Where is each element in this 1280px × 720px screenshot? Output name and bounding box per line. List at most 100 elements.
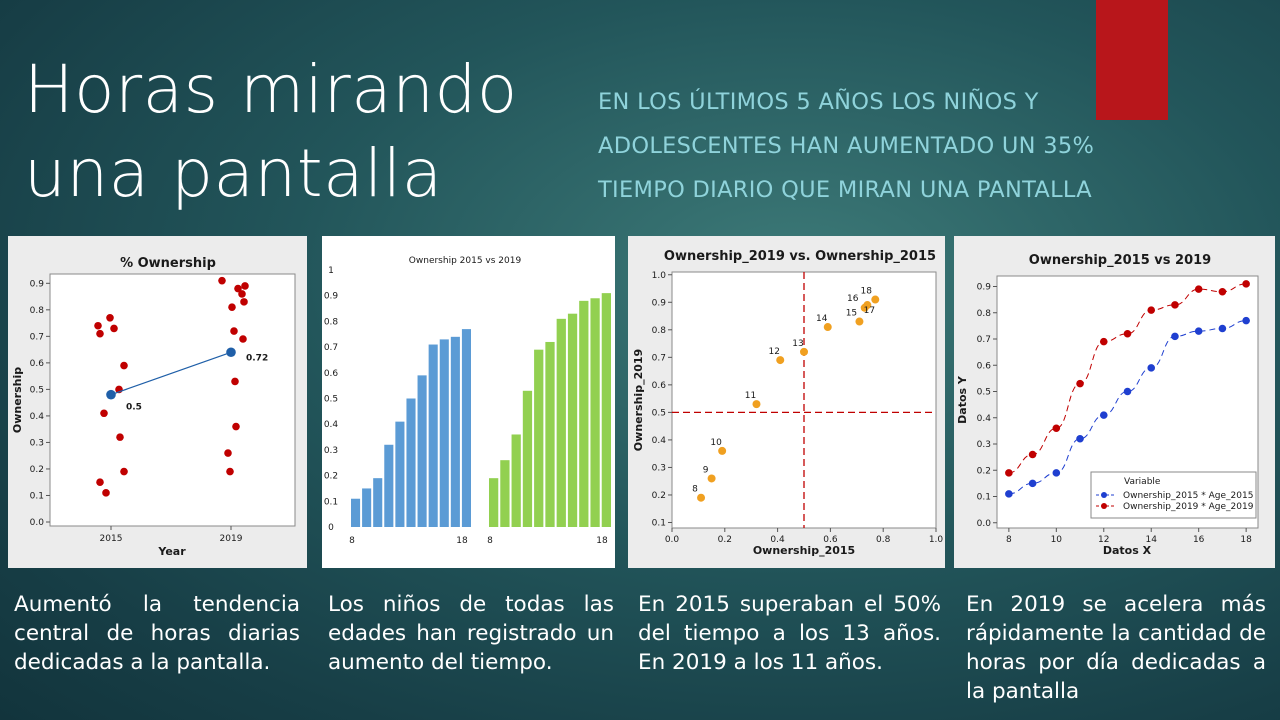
series-point-0 <box>1028 479 1037 488</box>
data-point-2019 <box>224 449 232 457</box>
y-tick-label: 0.7 <box>30 332 44 342</box>
bar-2019 <box>590 298 600 527</box>
bar-2015 <box>384 444 394 527</box>
y-tick-label: 0.2 <box>324 472 338 482</box>
y-tick-label: 0.2 <box>652 491 666 501</box>
caption-4: En 2019 se acelera más rápidamente la ca… <box>966 590 1266 706</box>
y-tick-label: 0.5 <box>652 408 666 418</box>
x-tick-label: 0.0 <box>665 535 680 545</box>
caption-4-text: En 2019 se acelera más rápidamente la ca… <box>966 592 1266 704</box>
bar-2019 <box>500 460 510 527</box>
series-point-1 <box>1005 469 1013 477</box>
series-point-0 <box>1076 434 1084 443</box>
data-point-2015 <box>116 433 124 441</box>
point-label: 12 <box>769 347 780 357</box>
data-point-2015 <box>100 409 108 418</box>
data-point-2019 <box>241 282 249 290</box>
x-tick-label: 8 <box>349 536 355 546</box>
caption-2: Los niños de todas las edades han regist… <box>328 590 614 677</box>
y-tick-label: 0.4 <box>324 420 339 430</box>
chart-ownership-lines: Ownership_2015 vs 2019 0.0 0.1 0.2 0.3 0.4 0.5… <box>954 236 1275 568</box>
x-tick-label: 18 <box>456 536 468 546</box>
series-point-1 <box>1052 424 1061 433</box>
subtitle-line-1: EN LOS ÚLTIMOS 5 AÑOS LOS NIÑOS Y <box>598 89 1039 115</box>
y-tick-label: 0.7 <box>977 335 991 345</box>
y-tick-label: 0.8 <box>652 326 667 336</box>
point-label: 11 <box>745 391 756 401</box>
data-point-2015 <box>96 478 104 487</box>
y-tick-label: 0.5 <box>30 385 44 395</box>
series-line-0 <box>1008 320 1247 495</box>
legend-title: Variable <box>1124 477 1161 487</box>
mean-connect-line <box>110 351 232 396</box>
y-tick-label: 0.4 <box>30 412 45 422</box>
legend-marker <box>1101 492 1107 498</box>
mean-label: 0.72 <box>246 353 268 363</box>
legend-marker <box>1101 503 1107 509</box>
x-tick-label: 8 <box>487 536 493 546</box>
bar-2015 <box>351 498 361 527</box>
y-tick-label: 0.3 <box>324 446 338 456</box>
series-point-0 <box>1194 327 1203 335</box>
x-tick-label: 2019 <box>220 534 243 544</box>
chart-title: Ownership_2019 vs. Ownership_2015 <box>664 249 936 264</box>
series-point-1 <box>1123 329 1132 338</box>
subtitle-line-3: TIEMPO DIARIO QUE MIRAN UNA PANTALLA <box>598 177 1092 203</box>
chart-ownership-scatter: Ownership_2019 vs. Ownership_2015 0.1 0.2 0… <box>628 236 945 568</box>
series-point-1 <box>1147 306 1156 314</box>
bar-2019 <box>545 341 555 527</box>
data-point <box>871 295 880 304</box>
point-label: 18 <box>861 287 873 297</box>
data-point <box>718 446 727 455</box>
chart-ownership-by-year: % Ownership 0.0 0.1 0.2 0.3 0.4 0.5 0.6 0.7 0.8 0.… <box>8 236 307 568</box>
data-point-2019 <box>232 422 240 431</box>
y-tick-label: 0.6 <box>652 381 667 391</box>
series-point-1 <box>1076 379 1084 388</box>
series-point-1 <box>1218 287 1227 296</box>
data-point-2015 <box>102 489 110 497</box>
data-point-2015 <box>120 467 128 476</box>
data-point <box>697 493 706 502</box>
y-tick-label: 0.5 <box>977 388 991 398</box>
bar-2015 <box>362 488 372 527</box>
legend-label: Ownership_2019 * Age_2019 <box>1123 502 1254 512</box>
x-axis-label: Year <box>157 545 186 558</box>
point-label: 17 <box>864 306 875 316</box>
accent-bar <box>1096 0 1168 120</box>
y-tick-label: 1.0 <box>652 271 667 281</box>
y-tick-label: 0.2 <box>977 466 991 476</box>
chart-title: % Ownership <box>120 256 216 271</box>
y-tick-label: 0.1 <box>324 497 338 507</box>
y-tick-label: 0.4 <box>652 436 667 446</box>
y-tick-label: 0.8 <box>977 309 992 319</box>
x-tick-label: 8 <box>1006 535 1012 545</box>
bar-2019 <box>511 434 521 527</box>
slide-subtitle: EN LOS ÚLTIMOS 5 AÑOS LOS NIÑOS Y ADOLES… <box>598 80 1198 212</box>
bar-2015 <box>439 339 449 527</box>
data-point <box>823 323 832 332</box>
data-point <box>863 301 872 310</box>
x-tick-label: 0.2 <box>718 535 732 545</box>
series-point-0 <box>1005 490 1013 498</box>
data-point <box>855 317 864 326</box>
data-point <box>800 347 808 356</box>
bar-2015 <box>373 478 383 527</box>
point-label: 14 <box>816 314 828 324</box>
subtitle-line-2: ADOLESCENTES HAN AUMENTADO UN 35% <box>598 133 1095 159</box>
x-tick-label: 12 <box>1098 535 1109 545</box>
caption-3-text: En 2015 superaban el 50% del tiempo a lo… <box>638 592 941 675</box>
y-tick-label: 0.9 <box>30 279 45 289</box>
series-line-1 <box>1008 283 1247 474</box>
data-point <box>776 356 785 365</box>
y-tick-label: 0.9 <box>652 298 667 308</box>
series-point-1 <box>1171 301 1179 309</box>
data-point-2015 <box>120 361 128 370</box>
series-point-0 <box>1171 332 1179 341</box>
caption-3: En 2015 superaban el 50% del tiempo a lo… <box>638 590 941 677</box>
bar-2019 <box>522 390 533 527</box>
x-tick-label: 10 <box>1051 535 1063 545</box>
y-tick-label: 0.7 <box>652 353 666 363</box>
y-tick-label: 1 <box>328 266 334 276</box>
y-tick-label: 0.0 <box>30 518 45 528</box>
series-point-1 <box>1099 337 1108 346</box>
